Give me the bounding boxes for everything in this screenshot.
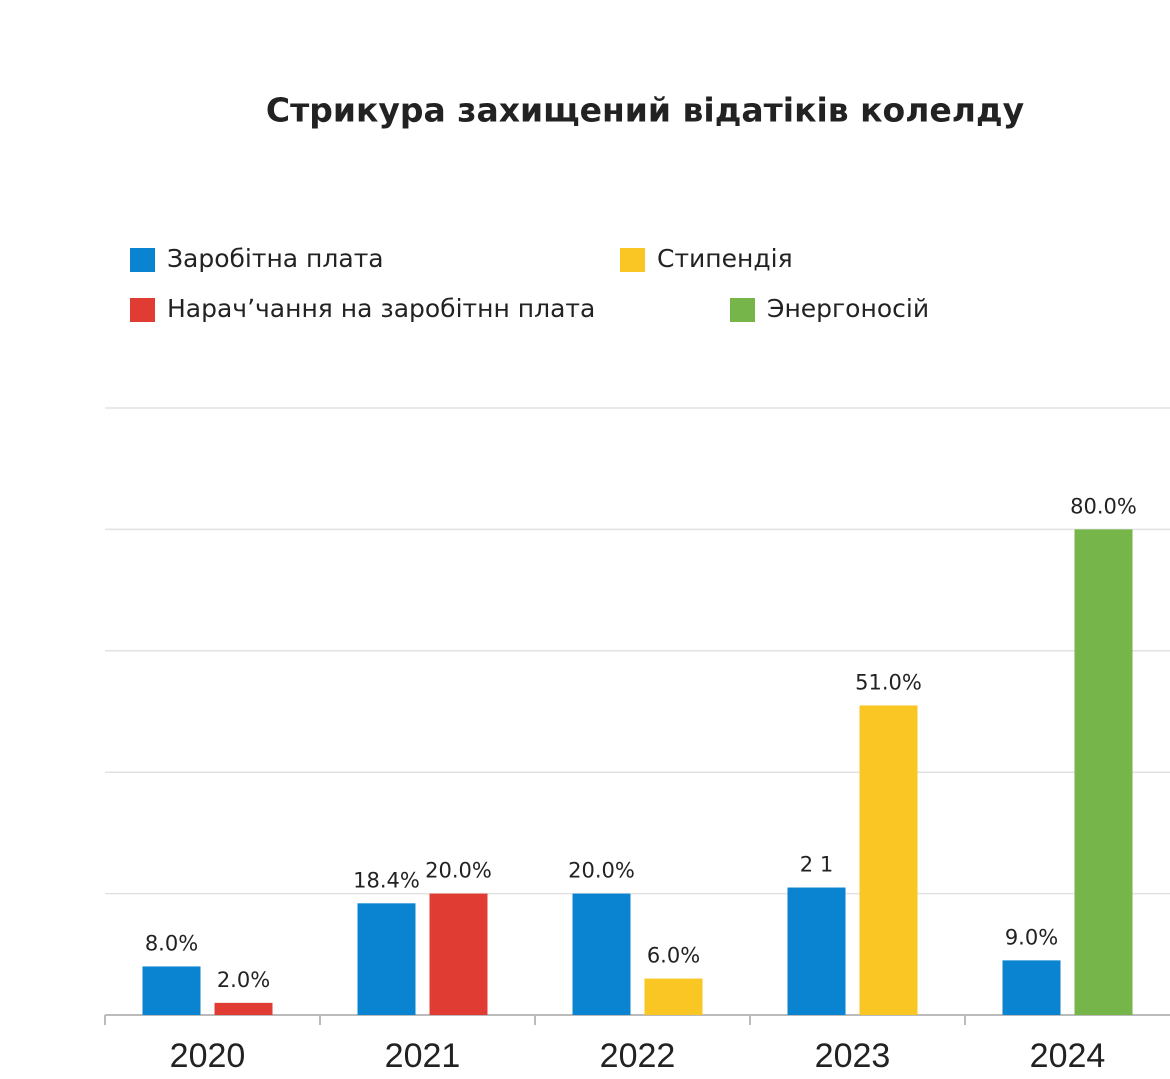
bar	[142, 966, 201, 1015]
data-label: 20.0%	[425, 859, 492, 883]
legend-label: Стипендія	[657, 244, 793, 273]
legend-swatch	[620, 248, 645, 272]
data-label: 2 1	[800, 853, 833, 877]
x-tick-label: 2020	[170, 1037, 246, 1075]
bar	[1002, 960, 1061, 1015]
data-label: 20.0%	[568, 859, 635, 883]
x-tick-label: 2022	[600, 1037, 676, 1075]
data-label: 8.0%	[145, 931, 198, 955]
data-label: 80.0%	[1070, 494, 1137, 518]
x-tick-label: 2023	[815, 1037, 891, 1075]
legend-swatch	[130, 298, 155, 322]
data-label: 6.0%	[647, 944, 700, 968]
bar	[787, 887, 846, 1015]
bar	[644, 978, 703, 1015]
bar	[1074, 529, 1133, 1015]
bar	[859, 705, 918, 1015]
bar	[572, 893, 631, 1015]
data-label: 51.0%	[855, 670, 922, 694]
legend-swatch	[130, 248, 155, 272]
legend-label: Энергоносій	[767, 294, 929, 323]
x-tick-label: 2024	[1030, 1037, 1106, 1075]
data-label: 18.4%	[353, 868, 420, 892]
chart-title: Стрикура захищений відатіків колелду	[266, 91, 1024, 130]
bar	[357, 903, 416, 1015]
x-tick-label: 2021	[385, 1037, 461, 1075]
legend-label: Заробітна плата	[167, 244, 384, 273]
bar	[214, 1002, 273, 1015]
data-label: 9.0%	[1005, 925, 1058, 949]
data-label: 2.0%	[217, 968, 270, 992]
legend-swatch	[730, 298, 755, 322]
legend-label: Нарачʼчання на заробітнн плата	[167, 294, 595, 323]
bar	[429, 893, 488, 1015]
